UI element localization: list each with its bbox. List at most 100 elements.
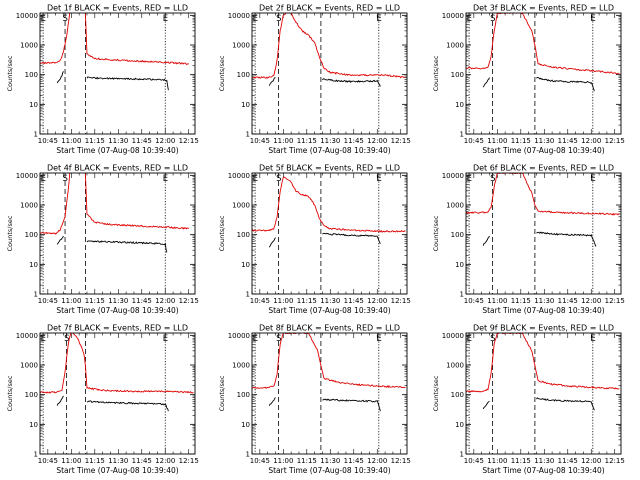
x-tick-label: 11:00 xyxy=(487,297,507,305)
x-tick-label: 12:15 xyxy=(179,457,199,465)
x-tick-label: 11:15 xyxy=(297,457,317,465)
x-tick-label: 11:30 xyxy=(320,457,340,465)
chart-title: Det 8f BLACK = Events, RED = LLD xyxy=(259,324,400,333)
x-tick-label: 12:00 xyxy=(581,457,601,465)
event-marker-label: S xyxy=(64,334,69,344)
x-tick-label: 11:30 xyxy=(108,137,128,145)
x-tick-label: 11:30 xyxy=(108,297,128,305)
y-tick-label: 1000 xyxy=(20,42,38,50)
y-tick-label: 100 xyxy=(25,71,38,79)
y-axis-label: Counts/sec xyxy=(432,215,440,251)
x-tick-label: 12:15 xyxy=(179,137,199,145)
plot-frame xyxy=(39,332,196,455)
lld-series-line xyxy=(466,333,620,393)
y-tick-label: 1000 xyxy=(446,42,464,50)
lld-series-line xyxy=(466,13,620,75)
y-tick-label: 100 xyxy=(25,231,38,239)
x-tick-label: 10:45 xyxy=(38,137,58,145)
event-marker-label: E xyxy=(41,14,46,24)
y-axis-label: Counts/sec xyxy=(432,55,440,91)
x-tick-label: 10:45 xyxy=(464,137,484,145)
y-axis-label: Counts/sec xyxy=(218,55,226,91)
events-series-line xyxy=(536,231,597,247)
y-tick-label: 10 xyxy=(455,101,464,109)
events-series-line xyxy=(482,235,490,246)
x-tick-label: 11:45 xyxy=(558,457,578,465)
x-axis-label: Start Time (07-Aug-08 10:39:40) xyxy=(268,146,390,155)
event-marker-label: S xyxy=(276,14,281,24)
x-tick-label: 12:00 xyxy=(367,297,387,305)
x-tick-label: 10:45 xyxy=(38,297,58,305)
event-marker-label: S xyxy=(490,14,495,24)
y-tick-label: 10 xyxy=(241,101,250,109)
y-axis-label: Counts/sec xyxy=(218,375,226,411)
events-series-line xyxy=(56,395,64,406)
x-tick-label: 11:30 xyxy=(320,137,340,145)
event-marker-label: E xyxy=(163,334,168,344)
x-tick-label: 11:30 xyxy=(534,457,554,465)
x-tick-label: 11:45 xyxy=(344,137,364,145)
event-marker-label: E xyxy=(163,14,168,24)
events-series-line xyxy=(322,398,381,412)
event-marker-label: E xyxy=(467,174,472,184)
y-tick-label: 1 xyxy=(460,291,464,299)
x-tick-label: 12:00 xyxy=(367,137,387,145)
chart-panel-7: Det 7f BLACK = Events, RED = LLD Counts/s… xyxy=(6,324,199,476)
event-marker-label: E xyxy=(376,174,381,184)
chart-panel-9: Det 9f BLACK = Events, RED = LLD Counts/s… xyxy=(432,324,625,476)
lld-series-line xyxy=(252,13,406,79)
y-tick-label: 10 xyxy=(455,421,464,429)
x-tick-label: 12:15 xyxy=(179,297,199,305)
plot-frame xyxy=(465,332,622,455)
y-tick-label: 1000 xyxy=(446,202,464,210)
chart-panel-2: Det 2f BLACK = Events, RED = LLD Counts/s… xyxy=(218,4,411,156)
y-tick-label: 10000 xyxy=(228,332,250,340)
events-series-line xyxy=(268,397,276,406)
plot-frame xyxy=(251,332,408,455)
x-tick-label: 12:00 xyxy=(367,457,387,465)
event-marker-label: E xyxy=(590,14,595,24)
events-series-line xyxy=(56,235,64,245)
x-tick-label: 11:30 xyxy=(534,297,554,305)
events-series-line xyxy=(268,237,276,248)
event-marker-label: E xyxy=(467,334,472,344)
event-marker-label: E xyxy=(163,174,168,184)
lld-series-line xyxy=(40,173,71,235)
plot-frame xyxy=(465,172,622,295)
events-series-line xyxy=(268,77,276,86)
x-tick-label: 12:15 xyxy=(391,457,411,465)
y-tick-label: 10 xyxy=(29,261,38,269)
event-marker-label: S xyxy=(490,334,495,344)
y-axis-label: Counts/sec xyxy=(6,55,14,91)
y-axis-label: Counts/sec xyxy=(6,215,14,251)
y-axis-label: Counts/sec xyxy=(218,215,226,251)
x-tick-label: 10:45 xyxy=(464,457,484,465)
x-tick-label: 11:45 xyxy=(132,457,152,465)
x-tick-label: 12:00 xyxy=(581,297,601,305)
y-tick-label: 100 xyxy=(451,231,464,239)
x-axis-label: Start Time (07-Aug-08 10:39:40) xyxy=(482,306,604,315)
x-tick-label: 11:15 xyxy=(511,457,531,465)
chart-panel-3: Det 3f BLACK = Events, RED = LLD Counts/s… xyxy=(432,4,625,156)
x-tick-label: 12:00 xyxy=(155,137,175,145)
y-tick-label: 1000 xyxy=(20,202,38,210)
chart-title: Det 7f BLACK = Events, RED = LLD xyxy=(47,324,188,333)
y-tick-label: 10000 xyxy=(442,12,464,20)
y-tick-label: 1 xyxy=(460,131,464,139)
y-tick-label: 100 xyxy=(451,391,464,399)
plot-frame xyxy=(251,172,408,295)
x-tick-label: 12:15 xyxy=(605,457,625,465)
y-tick-label: 1 xyxy=(246,131,250,139)
y-tick-label: 10000 xyxy=(228,172,250,180)
x-tick-label: 11:30 xyxy=(108,457,128,465)
x-axis-label: Start Time (07-Aug-08 10:39:40) xyxy=(56,466,178,475)
x-tick-label: 10:45 xyxy=(464,297,484,305)
x-tick-label: 11:15 xyxy=(85,297,105,305)
y-tick-label: 1000 xyxy=(232,362,250,370)
event-marker-label: E xyxy=(467,14,472,24)
x-tick-label: 11:45 xyxy=(132,297,152,305)
x-tick-label: 11:45 xyxy=(558,137,578,145)
y-tick-label: 100 xyxy=(237,231,250,239)
x-tick-label: 11:15 xyxy=(511,297,531,305)
y-tick-label: 10000 xyxy=(16,12,38,20)
